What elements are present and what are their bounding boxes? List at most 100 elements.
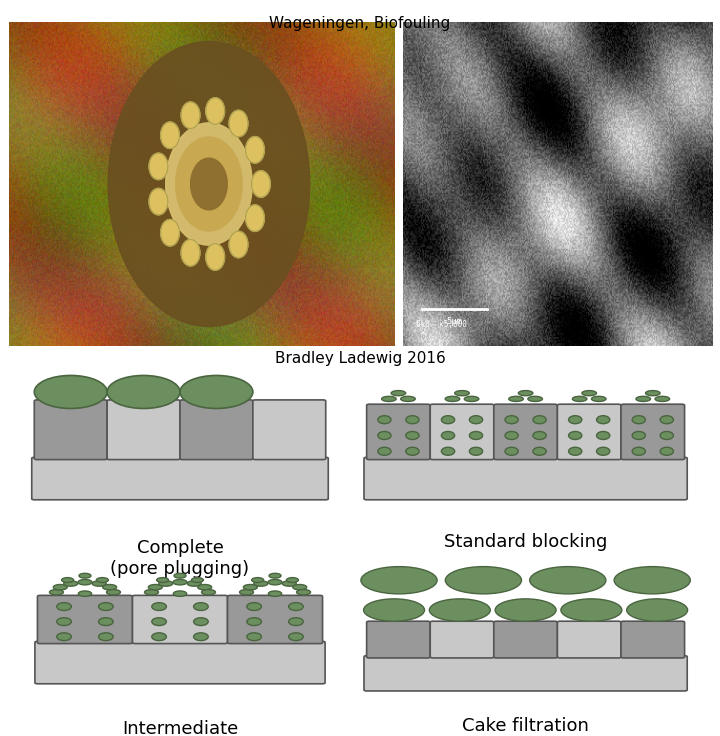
Ellipse shape	[247, 633, 261, 640]
Polygon shape	[176, 137, 242, 231]
Polygon shape	[166, 123, 252, 245]
Ellipse shape	[582, 391, 596, 396]
Ellipse shape	[364, 599, 425, 621]
Ellipse shape	[533, 416, 546, 424]
Ellipse shape	[92, 581, 107, 587]
Ellipse shape	[78, 591, 91, 596]
Ellipse shape	[243, 584, 257, 590]
Ellipse shape	[378, 416, 391, 424]
FancyBboxPatch shape	[494, 621, 557, 658]
Text: Complete
(pore plugging): Complete (pore plugging)	[110, 539, 250, 578]
Circle shape	[246, 137, 264, 163]
Ellipse shape	[50, 590, 63, 595]
Ellipse shape	[53, 584, 67, 590]
Ellipse shape	[289, 633, 303, 640]
Circle shape	[107, 375, 180, 408]
Ellipse shape	[561, 599, 622, 621]
Ellipse shape	[406, 431, 419, 439]
Circle shape	[180, 375, 253, 408]
Ellipse shape	[660, 431, 673, 439]
Ellipse shape	[194, 633, 208, 640]
Ellipse shape	[79, 573, 91, 578]
Ellipse shape	[57, 633, 71, 640]
Ellipse shape	[632, 431, 645, 439]
Ellipse shape	[247, 618, 261, 626]
Ellipse shape	[192, 578, 204, 582]
Ellipse shape	[530, 567, 606, 594]
Ellipse shape	[597, 431, 610, 439]
Ellipse shape	[614, 567, 690, 594]
Ellipse shape	[103, 584, 117, 590]
Ellipse shape	[99, 618, 113, 626]
FancyBboxPatch shape	[364, 457, 687, 500]
FancyBboxPatch shape	[364, 656, 687, 691]
Text: Wageningen, Biofouling: Wageningen, Biofouling	[269, 16, 451, 31]
Ellipse shape	[287, 578, 299, 582]
Ellipse shape	[528, 396, 542, 401]
Text: Standard blocking: Standard blocking	[444, 533, 607, 551]
Ellipse shape	[509, 396, 523, 401]
Text: Intermediate: Intermediate	[122, 720, 238, 736]
FancyBboxPatch shape	[253, 400, 325, 459]
Circle shape	[35, 375, 107, 408]
Ellipse shape	[505, 431, 518, 439]
Ellipse shape	[441, 431, 454, 439]
Ellipse shape	[247, 603, 261, 610]
Ellipse shape	[187, 581, 202, 587]
Circle shape	[161, 122, 179, 149]
Polygon shape	[108, 41, 310, 327]
Text: 6kU  ×5,000: 6kU ×5,000	[415, 319, 467, 329]
FancyBboxPatch shape	[132, 595, 228, 643]
Ellipse shape	[148, 584, 162, 590]
Ellipse shape	[198, 584, 212, 590]
FancyBboxPatch shape	[621, 404, 685, 459]
Ellipse shape	[269, 591, 282, 596]
Ellipse shape	[173, 579, 187, 585]
Ellipse shape	[400, 396, 415, 401]
FancyBboxPatch shape	[366, 404, 431, 459]
Ellipse shape	[152, 603, 166, 610]
Ellipse shape	[660, 416, 673, 424]
Ellipse shape	[505, 447, 518, 456]
FancyBboxPatch shape	[557, 621, 621, 658]
Ellipse shape	[445, 567, 521, 594]
Circle shape	[181, 102, 200, 129]
Ellipse shape	[464, 396, 479, 401]
Circle shape	[161, 219, 179, 246]
FancyBboxPatch shape	[32, 457, 328, 500]
Ellipse shape	[455, 391, 469, 396]
FancyBboxPatch shape	[35, 641, 325, 684]
Ellipse shape	[646, 391, 660, 396]
Ellipse shape	[96, 578, 109, 582]
Ellipse shape	[268, 579, 282, 585]
Ellipse shape	[505, 416, 518, 424]
Ellipse shape	[78, 579, 92, 585]
Ellipse shape	[391, 391, 405, 396]
Ellipse shape	[152, 633, 166, 640]
FancyBboxPatch shape	[107, 400, 180, 459]
Ellipse shape	[99, 633, 113, 640]
Text: 5μm: 5μm	[446, 316, 463, 326]
Circle shape	[246, 205, 264, 231]
FancyBboxPatch shape	[431, 621, 494, 658]
Ellipse shape	[251, 578, 264, 582]
Ellipse shape	[626, 599, 688, 621]
Ellipse shape	[406, 447, 419, 456]
FancyBboxPatch shape	[366, 621, 431, 658]
Ellipse shape	[289, 618, 303, 626]
Ellipse shape	[156, 578, 168, 582]
Ellipse shape	[382, 396, 396, 401]
Circle shape	[206, 98, 225, 124]
Ellipse shape	[518, 391, 533, 396]
Ellipse shape	[158, 581, 173, 587]
Ellipse shape	[289, 603, 303, 610]
Ellipse shape	[57, 618, 71, 626]
Ellipse shape	[61, 578, 73, 582]
Ellipse shape	[174, 591, 186, 596]
FancyBboxPatch shape	[621, 621, 685, 658]
Ellipse shape	[441, 416, 454, 424]
Ellipse shape	[63, 581, 78, 587]
Ellipse shape	[202, 590, 215, 595]
Ellipse shape	[194, 603, 208, 610]
Ellipse shape	[194, 618, 208, 626]
